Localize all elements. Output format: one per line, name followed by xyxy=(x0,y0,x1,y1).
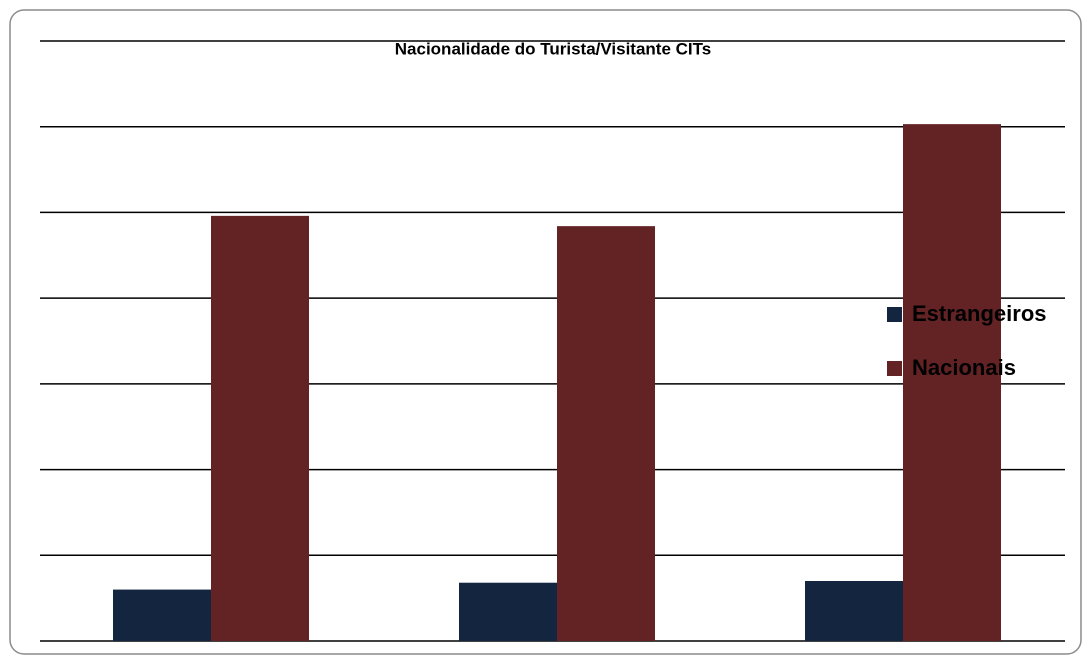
bar xyxy=(805,581,903,641)
bar xyxy=(557,226,655,641)
legend-label: Nacionais xyxy=(912,355,1016,380)
legend-label: Estrangeiros xyxy=(912,301,1047,326)
bar xyxy=(459,582,557,641)
bar xyxy=(211,215,309,641)
bar xyxy=(903,124,1001,641)
legend-swatch xyxy=(887,361,902,376)
bar xyxy=(113,589,211,641)
chart-title: Nacionalidade do Turista/Visitante CITs xyxy=(395,39,711,58)
legend-swatch xyxy=(887,307,902,322)
